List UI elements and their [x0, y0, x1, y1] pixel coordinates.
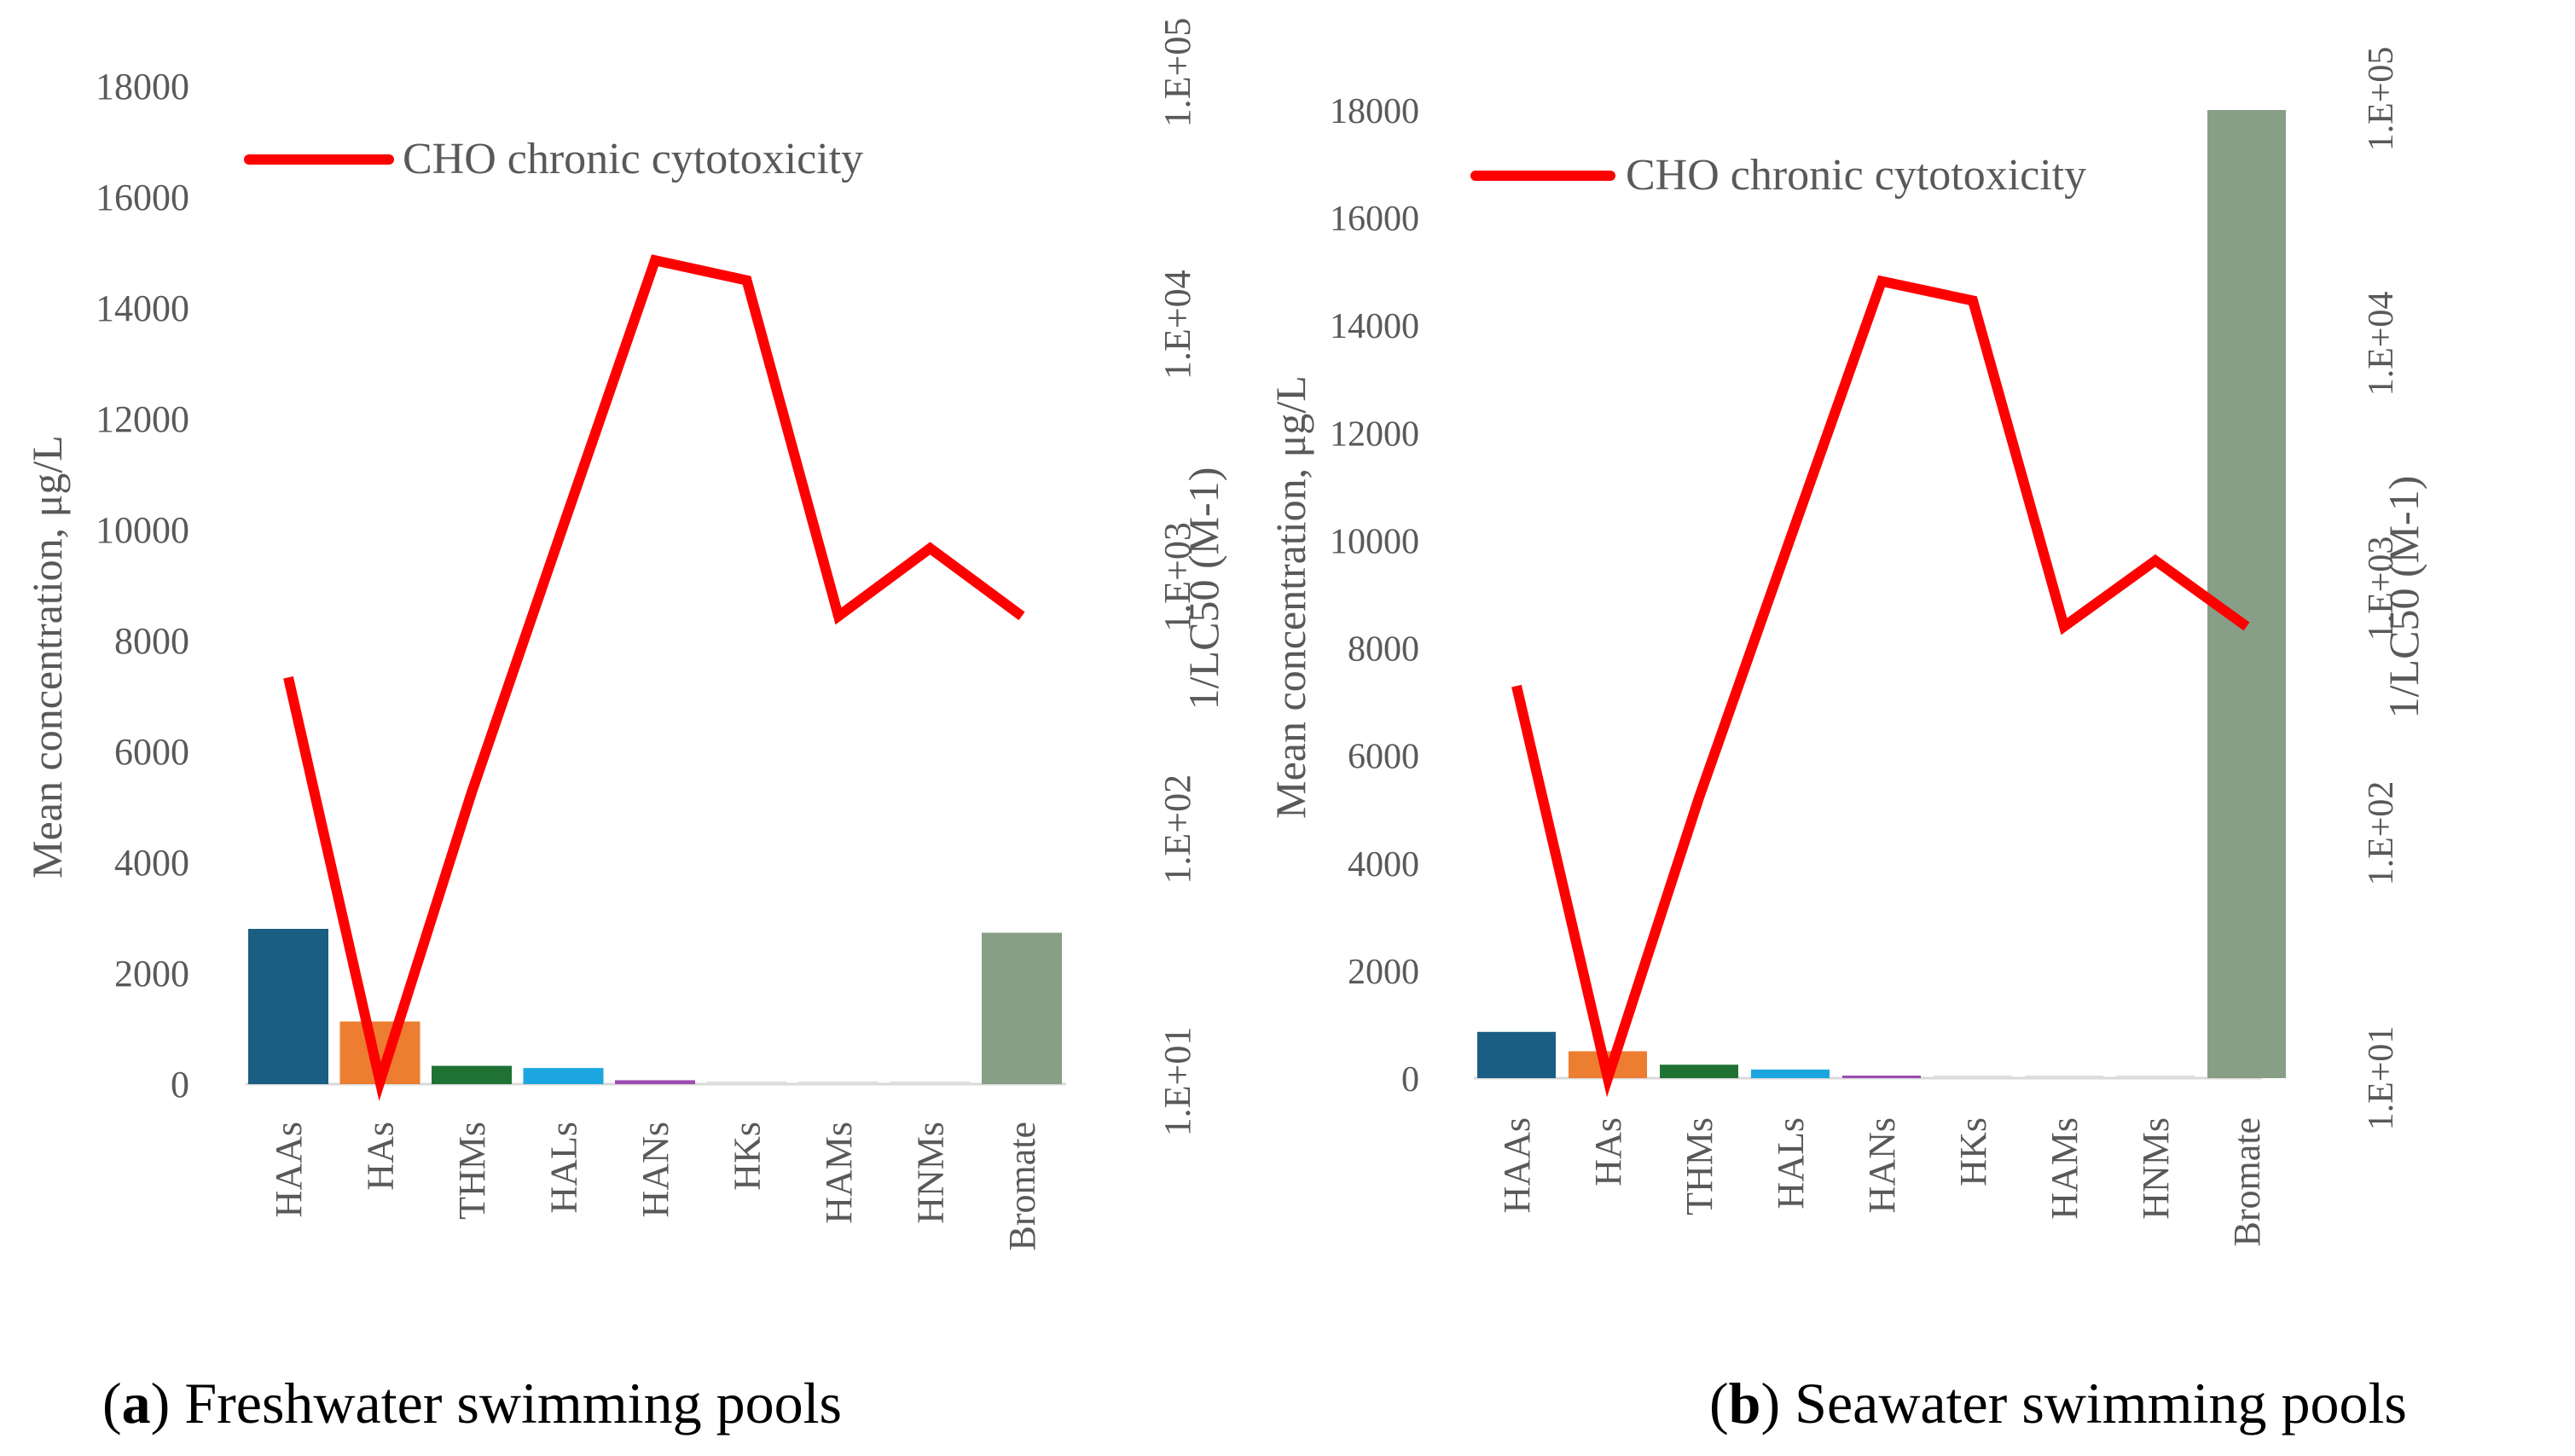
y-tick-label: 8000 — [1348, 630, 1419, 670]
x-tick-label: HAMs — [818, 1122, 860, 1224]
x-tick-label: HAAs — [268, 1122, 310, 1217]
series-line-cho-cytotoxicity — [1511, 275, 2250, 1098]
x-tick-label: HALs — [543, 1122, 585, 1214]
y-tick-label: 2000 — [1348, 953, 1419, 992]
y2-tick-label: 1.E+04 — [1157, 270, 1198, 380]
chart-panel-a: Mean concentration, μg/L 1/LC50 (M-1) CH… — [23, 18, 1227, 1251]
y-tick-label: 14000 — [96, 287, 189, 329]
x-tick-label: Bromate — [1001, 1122, 1043, 1251]
y-tick-label: 16000 — [96, 177, 189, 218]
bar-hams — [798, 1082, 879, 1084]
x-tick-label: HAs — [1587, 1117, 1629, 1186]
chart-panel-b: Mean concentration, μg/L 1/LC50 (M-1) CH… — [1267, 47, 2427, 1247]
bar-hks — [1934, 1076, 2012, 1078]
y-tick-label: 6000 — [114, 731, 189, 773]
y-tick-label: 18000 — [1330, 92, 1419, 131]
y-tick-label: 4000 — [114, 842, 189, 884]
y-tick-label: 12000 — [96, 398, 189, 440]
y-tick-label: 18000 — [96, 66, 189, 107]
y-tick-label: 6000 — [1348, 738, 1419, 777]
bar-hals — [1751, 1069, 1830, 1078]
y2-tick-label: 1.E+05 — [1157, 18, 1198, 128]
bar-hnms — [890, 1082, 971, 1084]
caption-a: (a) Freshwater swimming pools — [102, 1371, 842, 1436]
y2-tick-label: 1.E+02 — [1157, 774, 1198, 885]
y-tick-label: 14000 — [1330, 307, 1419, 346]
bar-hans — [615, 1080, 695, 1084]
caption-b: (b) Seawater swimming pools — [1709, 1371, 2407, 1436]
x-tick-label: HAs — [360, 1122, 402, 1191]
y-tick-label: 16000 — [1330, 200, 1419, 239]
bar-hnms — [2116, 1076, 2195, 1078]
x-tick-label: THMs — [451, 1122, 493, 1220]
y2-tick-label: 1.E+05 — [2362, 47, 2401, 152]
bar-hals — [523, 1068, 604, 1084]
legend-label: CHO chronic cytotoxicity — [403, 135, 863, 183]
x-tick-label: HAAs — [1496, 1117, 1538, 1213]
x-tick-label: HANs — [635, 1122, 676, 1217]
x-tick-label: THMs — [1679, 1117, 1720, 1215]
legend-label: CHO chronic cytotoxicity — [1626, 151, 2086, 200]
x-tick-label: HKs — [727, 1122, 768, 1191]
bar-bromate — [982, 932, 1062, 1084]
y-tick-label: 10000 — [96, 509, 189, 551]
y2-tick-label: 1.E+02 — [2362, 781, 2401, 886]
bar-thms — [432, 1065, 512, 1084]
y2-tick-label: 1.E+03 — [2362, 537, 2401, 641]
y-tick-label: 10000 — [1330, 522, 1419, 561]
y-tick-label: 12000 — [1330, 415, 1419, 454]
bar-haas — [1477, 1031, 1556, 1078]
y-tick-label: 0 — [1401, 1060, 1419, 1099]
x-tick-label: HANs — [1861, 1117, 1903, 1213]
y2-tick-label: 1.E+03 — [1157, 522, 1198, 632]
y2-tick-label: 1.E+01 — [2362, 1026, 2401, 1131]
y2-tick-label: 1.E+04 — [2362, 292, 2401, 397]
x-tick-label: HAMs — [2044, 1117, 2085, 1220]
bar-hans — [1842, 1076, 1921, 1078]
y2-axis-title: 1/LC50 (M-1) — [2380, 476, 2427, 719]
x-tick-label: HNMs — [2135, 1117, 2177, 1220]
x-tick-label: Bromate — [2226, 1117, 2268, 1247]
x-tick-label: HKs — [1952, 1117, 1994, 1186]
y-tick-label: 4000 — [1348, 845, 1419, 885]
y2-axis-title: 1/LC50 (M-1) — [1180, 467, 1227, 711]
y-tick-label: 2000 — [114, 953, 189, 995]
bar-haas — [248, 929, 328, 1084]
series-line-cho-cytotoxicity — [283, 254, 1025, 1101]
y-axis-title: Mean concentration, μg/L — [23, 435, 71, 879]
x-tick-label: HNMs — [910, 1122, 952, 1224]
x-tick-label: HALs — [1770, 1117, 1812, 1209]
y-axis-title: Mean concentration, μg/L — [1267, 375, 1314, 819]
bar-bromate — [2207, 110, 2286, 1078]
bar-thms — [1660, 1064, 1738, 1078]
bar-hks — [706, 1082, 787, 1084]
y2-tick-label: 1.E+01 — [1157, 1027, 1198, 1137]
bar-hams — [2025, 1076, 2103, 1078]
y-tick-label: 0 — [171, 1064, 189, 1105]
y-tick-label: 8000 — [114, 620, 189, 662]
